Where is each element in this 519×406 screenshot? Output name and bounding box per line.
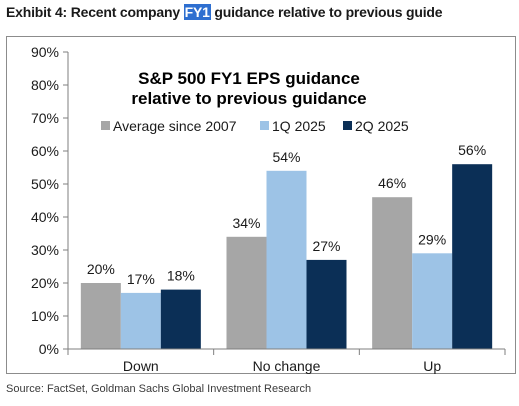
- legend-label: 2Q 2025: [355, 118, 409, 134]
- legend-swatch: [260, 121, 269, 130]
- x-axis: Down No change Up: [67, 348, 506, 374]
- bar-data-label: 54%: [272, 149, 300, 165]
- y-tick-label: 0%: [39, 341, 59, 357]
- bar: [120, 292, 161, 349]
- bar: [372, 197, 413, 349]
- y-axis: 0% 10% 20% 30% 40% 50% 60% 70% 80% 90%: [31, 44, 69, 357]
- bar-data-labels: 20% 17% 18% 34% 54% 27% 46% 29% 56%: [87, 142, 486, 287]
- bar-data-label: 17%: [127, 271, 155, 287]
- bar: [452, 164, 493, 349]
- y-tick-label: 60%: [31, 143, 59, 159]
- legend-label: Average since 2007: [113, 118, 237, 134]
- x-tick-label: No change: [253, 358, 321, 374]
- chart-title-line: relative to previous guidance: [131, 89, 366, 108]
- bar-data-label: 20%: [87, 261, 115, 277]
- bars: [80, 164, 493, 349]
- legend-swatch: [343, 121, 352, 130]
- chart-frame: [6, 36, 516, 374]
- bar: [412, 253, 453, 349]
- legend-label: 1Q 2025: [272, 118, 326, 134]
- y-tick-label: 20%: [31, 275, 59, 291]
- y-tick-label: 80%: [31, 77, 59, 93]
- exhibit-title-prefix: Exhibit 4: Recent company: [6, 4, 184, 20]
- chart-legend: Average since 2007 1Q 2025 2Q 2025: [101, 118, 409, 134]
- exhibit-title-suffix: guidance relative to previous guide: [210, 4, 443, 20]
- y-tick-label: 40%: [31, 209, 59, 225]
- y-tick-label: 90%: [31, 44, 59, 60]
- x-tick-label: Down: [123, 358, 159, 374]
- y-tick-label: 50%: [31, 176, 59, 192]
- bar-data-label: 27%: [312, 238, 340, 254]
- chart-title-line: S&P 500 FY1 EPS guidance: [138, 69, 360, 88]
- exhibit-title: Exhibit 4: Recent company FY1 guidance r…: [6, 4, 443, 20]
- bar: [226, 236, 267, 349]
- bar-data-label: 29%: [418, 231, 446, 247]
- x-tick-label: Up: [423, 358, 441, 374]
- bar-data-label: 46%: [378, 175, 406, 191]
- y-tick-label: 10%: [31, 308, 59, 324]
- bar-data-label: 18%: [167, 268, 195, 284]
- exhibit-title-highlight: FY1: [183, 4, 211, 20]
- legend-swatch: [101, 121, 110, 130]
- bar: [160, 289, 201, 349]
- bar: [80, 283, 121, 349]
- y-tick-label: 30%: [31, 242, 59, 258]
- bar-data-label: 34%: [232, 215, 260, 231]
- bar-data-label: 56%: [458, 142, 486, 158]
- y-tick-label: 70%: [31, 110, 59, 126]
- bar: [266, 170, 307, 349]
- bar: [306, 259, 347, 349]
- source-note: Source: FactSet, Goldman Sachs Global In…: [6, 383, 312, 395]
